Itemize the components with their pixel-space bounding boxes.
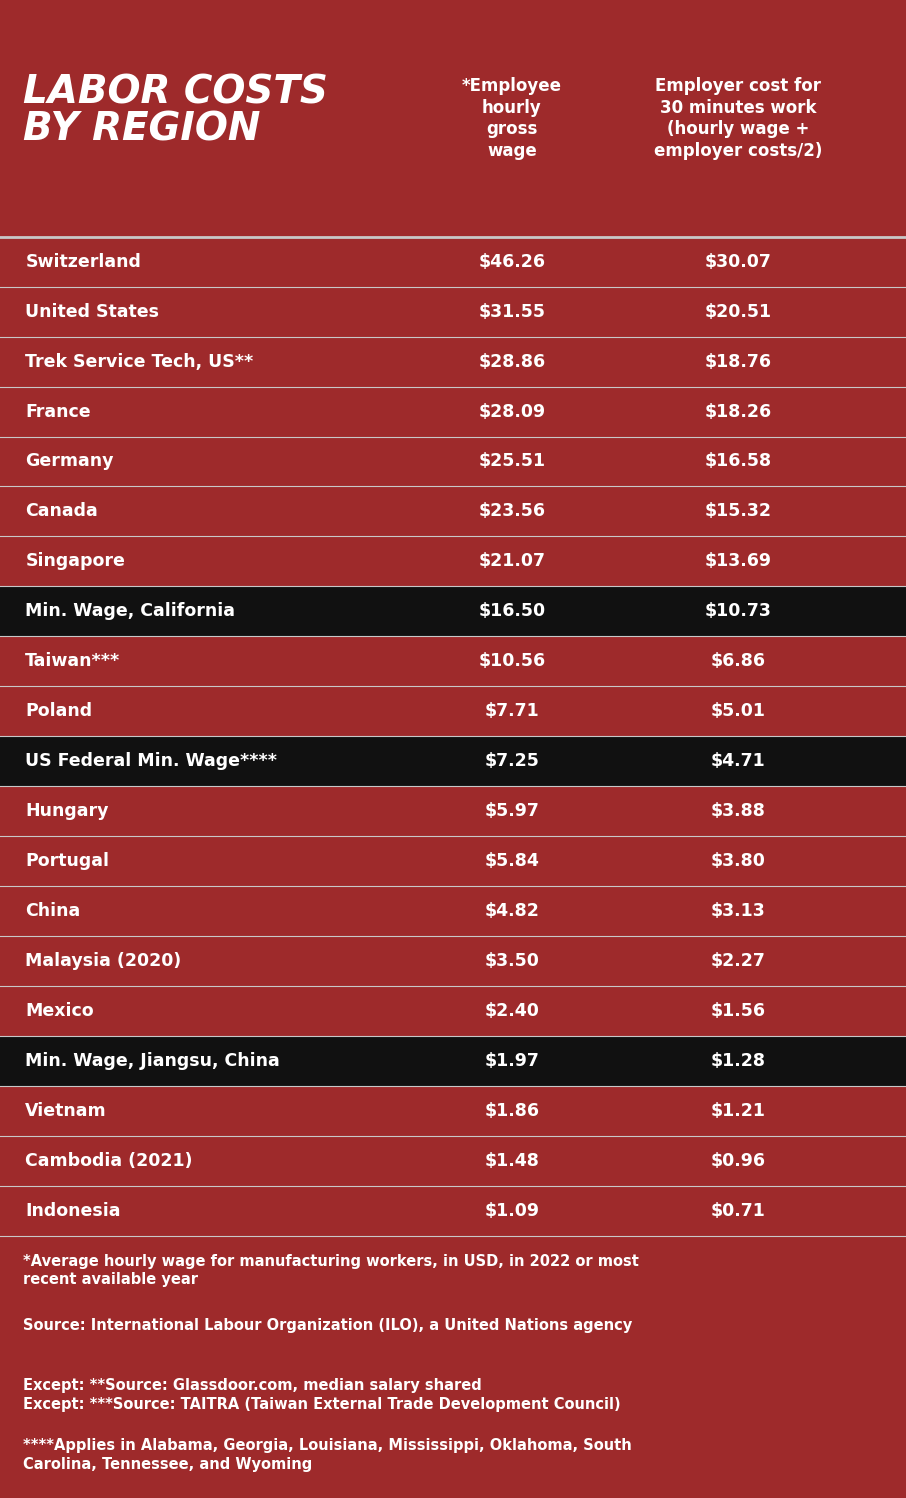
Text: Vietnam: Vietnam <box>25 1103 107 1121</box>
Text: $1.09: $1.09 <box>485 1201 539 1219</box>
Bar <box>0 936 906 986</box>
Text: Taiwan***: Taiwan*** <box>25 652 120 670</box>
Text: $15.32: $15.32 <box>705 502 772 520</box>
Text: *Employee
hourly
gross
wage: *Employee hourly gross wage <box>462 76 562 160</box>
Bar <box>0 586 906 637</box>
Text: Source: International Labour Organization (ILO), a United Nations agency: Source: International Labour Organizatio… <box>23 1318 631 1333</box>
Bar <box>0 986 906 1037</box>
Text: $25.51: $25.51 <box>478 452 545 470</box>
Text: Malaysia (2020): Malaysia (2020) <box>25 953 181 971</box>
Text: $18.76: $18.76 <box>705 352 772 370</box>
Bar <box>0 386 906 436</box>
Text: $28.86: $28.86 <box>478 352 545 370</box>
Text: $3.80: $3.80 <box>711 852 766 870</box>
Text: ****Applies in Alabama, Georgia, Louisiana, Mississippi, Oklahoma, South
Carolin: ****Applies in Alabama, Georgia, Louisia… <box>23 1438 631 1471</box>
Text: $2.40: $2.40 <box>485 1002 539 1020</box>
Text: $30.07: $30.07 <box>705 253 772 271</box>
Bar <box>0 286 906 337</box>
Text: Indonesia: Indonesia <box>25 1201 120 1219</box>
Bar <box>0 1135 906 1186</box>
Bar <box>0 887 906 936</box>
Text: Mexico: Mexico <box>25 1002 94 1020</box>
Text: $28.09: $28.09 <box>478 403 545 421</box>
Text: $6.86: $6.86 <box>711 652 766 670</box>
Bar <box>0 836 906 887</box>
Text: $1.86: $1.86 <box>485 1103 539 1121</box>
Text: $46.26: $46.26 <box>478 253 545 271</box>
Text: $5.01: $5.01 <box>711 703 766 721</box>
Text: $1.56: $1.56 <box>711 1002 766 1020</box>
Text: $3.50: $3.50 <box>485 953 539 971</box>
Text: United States: United States <box>25 303 159 321</box>
Bar <box>0 337 906 386</box>
Text: *Average hourly wage for manufacturing workers, in USD, in 2022 or most
recent a: *Average hourly wage for manufacturing w… <box>23 1254 639 1287</box>
Text: $0.71: $0.71 <box>711 1201 766 1219</box>
Text: $0.96: $0.96 <box>711 1152 766 1170</box>
Bar <box>0 637 906 686</box>
Text: $5.84: $5.84 <box>485 852 539 870</box>
Text: Poland: Poland <box>25 703 92 721</box>
Text: $13.69: $13.69 <box>705 553 772 571</box>
Text: US Federal Min. Wage****: US Federal Min. Wage**** <box>25 752 277 770</box>
Bar <box>0 786 906 836</box>
Text: $3.88: $3.88 <box>711 803 766 821</box>
Text: Min. Wage, California: Min. Wage, California <box>25 602 236 620</box>
Text: $1.97: $1.97 <box>485 1052 539 1070</box>
Text: $3.13: $3.13 <box>711 902 766 920</box>
Bar <box>0 487 906 536</box>
Text: $1.48: $1.48 <box>485 1152 539 1170</box>
Text: Trek Service Tech, US**: Trek Service Tech, US** <box>25 352 254 370</box>
Text: Switzerland: Switzerland <box>25 253 141 271</box>
Text: LABOR COSTS
BY REGION: LABOR COSTS BY REGION <box>23 73 328 148</box>
Text: $5.97: $5.97 <box>485 803 539 821</box>
Text: $20.51: $20.51 <box>705 303 772 321</box>
Text: $1.28: $1.28 <box>711 1052 766 1070</box>
Text: Employer cost for
30 minutes work
(hourly wage +
employer costs/2): Employer cost for 30 minutes work (hourl… <box>654 76 823 160</box>
Text: $4.82: $4.82 <box>485 902 539 920</box>
Text: $18.26: $18.26 <box>705 403 772 421</box>
Text: Hungary: Hungary <box>25 803 109 821</box>
Bar <box>0 237 906 286</box>
Bar <box>0 1037 906 1086</box>
Text: $4.71: $4.71 <box>711 752 766 770</box>
Text: $16.58: $16.58 <box>705 452 772 470</box>
Bar <box>0 737 906 786</box>
Text: Portugal: Portugal <box>25 852 110 870</box>
Text: Min. Wage, Jiangsu, China: Min. Wage, Jiangsu, China <box>25 1052 280 1070</box>
Text: Singapore: Singapore <box>25 553 125 571</box>
Text: Except: **Source: Glassdoor.com, median salary shared
Except: ***Source: TAITRA : Except: **Source: Glassdoor.com, median … <box>23 1378 621 1411</box>
Bar <box>0 436 906 487</box>
Bar <box>0 686 906 737</box>
Text: $7.25: $7.25 <box>485 752 539 770</box>
Text: $16.50: $16.50 <box>478 602 545 620</box>
Text: Germany: Germany <box>25 452 114 470</box>
Text: $31.55: $31.55 <box>478 303 545 321</box>
Bar <box>0 1086 906 1135</box>
Text: $1.21: $1.21 <box>711 1103 766 1121</box>
Text: $23.56: $23.56 <box>478 502 545 520</box>
Text: China: China <box>25 902 81 920</box>
Bar <box>0 536 906 586</box>
Bar <box>0 1186 906 1236</box>
Text: $10.73: $10.73 <box>705 602 772 620</box>
Text: France: France <box>25 403 91 421</box>
Text: $7.71: $7.71 <box>485 703 539 721</box>
Text: $2.27: $2.27 <box>711 953 766 971</box>
Text: Cambodia (2021): Cambodia (2021) <box>25 1152 193 1170</box>
Text: Canada: Canada <box>25 502 98 520</box>
Text: $10.56: $10.56 <box>478 652 545 670</box>
Text: $21.07: $21.07 <box>478 553 545 571</box>
